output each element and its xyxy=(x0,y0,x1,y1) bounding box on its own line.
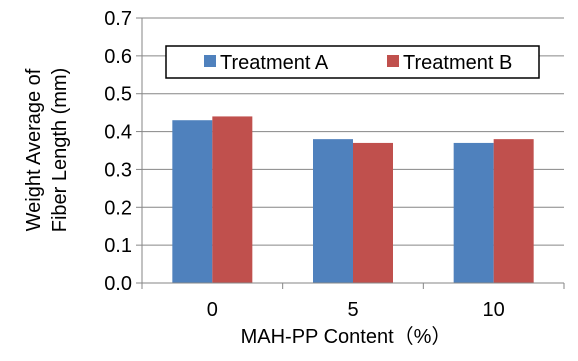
legend-label-treatment-a: Treatment A xyxy=(220,52,329,74)
x-tick-label: 10 xyxy=(483,299,505,321)
y-tick-label: 0.7 xyxy=(104,8,132,30)
y-tick-label: 0.2 xyxy=(104,197,132,219)
y-axis-label: Weight Average of Fiber Length (mm) xyxy=(23,68,71,233)
bar-treatment-b-0 xyxy=(212,116,253,283)
x-tick-label: 0 xyxy=(207,299,218,321)
bar-treatment-a-10 xyxy=(453,142,494,283)
y-tick-label: 0.1 xyxy=(104,235,132,257)
bar-treatment-b-5 xyxy=(353,142,393,283)
bar-treatment-b-10 xyxy=(493,139,534,283)
legend-swatch-treatment-a xyxy=(204,55,216,67)
y-tick-label: 0.4 xyxy=(104,122,132,144)
y-tick-label: 0.5 xyxy=(104,84,132,106)
legend: Treatment A Treatment B xyxy=(165,45,540,79)
bar-treatment-a-5 xyxy=(313,139,353,283)
legend-swatch-treatment-b xyxy=(387,55,399,67)
bars xyxy=(172,116,534,283)
legend-box xyxy=(165,45,540,79)
y-axis-label-line-1: Weight Average of xyxy=(23,68,45,231)
x-axis-label: MAH-PP Content（%） xyxy=(241,325,452,348)
y-tick-label: 0.6 xyxy=(104,46,132,68)
y-tick-label: 0.0 xyxy=(104,273,132,295)
y-tick-label: 0.3 xyxy=(104,159,132,181)
bar-treatment-a-0 xyxy=(172,120,213,283)
legend-label-treatment-b: Treatment B xyxy=(403,52,512,74)
y-axis-label-line-2: Fiber Length (mm) xyxy=(49,68,71,233)
axes: 0.0 0.1 0.2 0.3 0.4 0.5 0.6 0.7 0 5 10 xyxy=(104,8,565,321)
x-tick-label: 5 xyxy=(347,299,358,321)
